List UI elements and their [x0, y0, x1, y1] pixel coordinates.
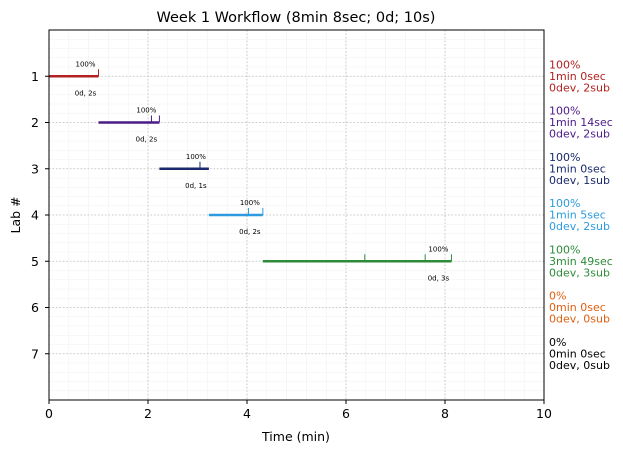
side-label: 0dev, 2sub — [549, 128, 610, 141]
completion-label: 100% — [186, 153, 206, 161]
side-label: 0dev, 2sub — [549, 220, 610, 233]
side-label: 0dev, 3sub — [549, 266, 610, 279]
side-label: 0min 0sec — [549, 301, 606, 314]
duration-label: 0d, 2s — [239, 228, 261, 236]
side-label: 100% — [549, 197, 580, 210]
x-tick-label: 4 — [243, 406, 251, 421]
side-label: 100% — [549, 151, 580, 164]
side-label: 0dev, 2sub — [549, 81, 610, 94]
side-label: 100% — [549, 58, 580, 71]
completion-label: 100% — [240, 199, 260, 207]
duration-label: 0d, 3s — [428, 274, 450, 282]
y-tick-label: 2 — [31, 115, 39, 130]
completion-label: 100% — [428, 245, 448, 253]
y-tick-label: 5 — [31, 254, 39, 269]
y-tick-label: 1 — [31, 69, 39, 84]
side-label: 1min 5sec — [549, 209, 606, 222]
x-tick-label: 0 — [45, 406, 53, 421]
side-label: 0dev, 1sub — [549, 174, 610, 187]
duration-label: 0d, 2s — [75, 89, 97, 97]
bars: 100% 0d, 2s 100% 0d, 2s 100% 0d, 1s 100% 0d, 2s… — [49, 60, 452, 282]
x-tick-label: 6 — [342, 406, 350, 421]
chart-title: Week 1 Workflow (8min 8sec; 0d; 10s) — [157, 10, 436, 26]
side-label: 0dev, 0sub — [549, 313, 610, 326]
y-tick-label: 4 — [31, 208, 39, 223]
duration-label: 0d, 2s — [136, 136, 158, 144]
side-label: 0min 0sec — [549, 347, 606, 360]
y-tick-label: 7 — [31, 346, 39, 361]
side-label: 0dev, 0sub — [549, 359, 610, 372]
x-tick-label: 10 — [536, 406, 552, 421]
side-label: 0% — [549, 290, 566, 303]
y-axis-label: Lab # — [8, 196, 23, 233]
completion-label: 100% — [136, 107, 156, 115]
side-label: 100% — [549, 105, 580, 118]
side-label: 1min 14sec — [549, 116, 613, 129]
completion-label: 100% — [75, 60, 95, 68]
y-tick-label: 3 — [31, 161, 39, 176]
side-label: 1min 0sec — [549, 70, 606, 83]
side-label: 3min 49sec — [549, 255, 613, 268]
x-axis-label: Time (min) — [261, 429, 330, 444]
grid — [48, 29, 545, 401]
side-label: 100% — [549, 243, 580, 256]
x-tick-label: 8 — [441, 406, 449, 421]
x-tick-label: 2 — [144, 406, 152, 421]
side-label: 1min 0sec — [549, 162, 606, 175]
duration-label: 0d, 1s — [185, 182, 207, 190]
y-tick-label: 6 — [31, 300, 39, 315]
side-label: 0% — [549, 336, 566, 349]
